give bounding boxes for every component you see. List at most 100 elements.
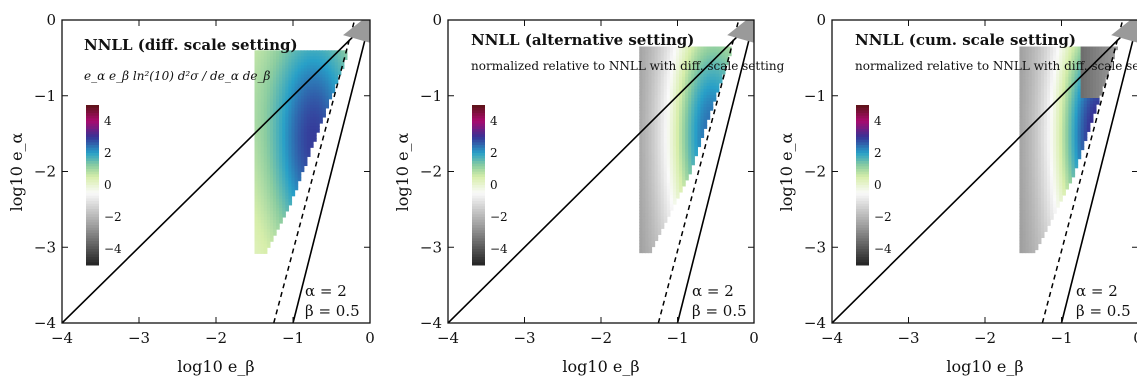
heatmap-cell bbox=[260, 141, 265, 145]
heatmap-cell bbox=[322, 107, 326, 112]
heatmap-cell bbox=[648, 79, 653, 84]
heatmap-cell bbox=[1080, 104, 1085, 108]
heatmap-cell bbox=[272, 162, 277, 167]
heatmap-cell bbox=[1019, 237, 1024, 242]
heatmap-cell bbox=[294, 56, 299, 60]
heatmap-cell bbox=[654, 67, 659, 72]
heatmap-cell bbox=[279, 98, 283, 103]
heatmap-cell bbox=[648, 237, 653, 242]
dashed-line bbox=[657, 20, 740, 323]
heatmap-cell bbox=[322, 83, 326, 88]
heatmap-cell bbox=[694, 82, 698, 87]
heatmap-cell bbox=[266, 74, 271, 79]
heatmap-cell bbox=[1102, 79, 1106, 84]
heatmap-cell bbox=[688, 101, 692, 105]
heatmap-cell bbox=[679, 79, 683, 84]
heatmap-cell bbox=[1083, 101, 1088, 105]
heatmap-cell bbox=[313, 98, 317, 103]
heatmap-cell bbox=[257, 162, 262, 167]
heatmap-cell bbox=[303, 107, 308, 112]
heatmap-cell bbox=[1068, 94, 1073, 99]
colorbar-segment bbox=[86, 121, 99, 125]
heatmap-cell bbox=[639, 173, 643, 178]
heatmap-cell bbox=[1074, 128, 1079, 132]
heatmap-cell bbox=[276, 141, 280, 145]
heatmap-cell bbox=[1059, 134, 1063, 139]
heatmap-cell bbox=[297, 62, 302, 67]
heatmap-cell bbox=[1068, 113, 1073, 117]
heatmap-cell bbox=[688, 119, 692, 123]
heatmap-cell bbox=[1074, 161, 1079, 166]
heatmap-cell bbox=[303, 83, 308, 88]
heatmap-cell bbox=[276, 207, 280, 212]
heatmap-cell bbox=[285, 110, 289, 115]
heatmap-cell bbox=[639, 198, 643, 202]
heatmap-cell bbox=[288, 186, 293, 191]
heatmap-cell bbox=[642, 222, 646, 226]
heatmap-cell bbox=[1050, 137, 1054, 142]
heatmap-cell bbox=[648, 73, 653, 78]
heatmap-cell bbox=[1028, 91, 1033, 96]
heatmap-cell bbox=[319, 62, 323, 67]
heatmap-cell bbox=[1022, 219, 1027, 223]
heatmap-cell bbox=[1025, 198, 1030, 202]
heatmap-cell bbox=[642, 73, 646, 78]
heatmap-cell bbox=[1102, 49, 1106, 54]
heatmap-cell bbox=[1074, 101, 1079, 105]
heatmap-cell bbox=[1068, 116, 1073, 120]
heatmap-cell bbox=[1034, 173, 1039, 178]
heatmap-cell bbox=[288, 77, 293, 82]
boundary-lines bbox=[448, 20, 754, 323]
heatmap-cell bbox=[1077, 58, 1082, 63]
heatmap-cell bbox=[685, 55, 689, 60]
heatmap-cell bbox=[663, 52, 668, 57]
colorbar-segment bbox=[86, 219, 99, 223]
heatmap-cell bbox=[263, 59, 268, 64]
heatmap-cell bbox=[279, 177, 283, 182]
heatmap-cell bbox=[282, 180, 286, 185]
heatmap-cell bbox=[257, 95, 262, 100]
heatmap-cell bbox=[682, 85, 686, 90]
y-tick-label: −3 bbox=[804, 238, 826, 256]
heatmap-cell bbox=[666, 119, 671, 123]
heatmap-cell bbox=[1059, 85, 1063, 90]
heatmap-cell bbox=[645, 91, 650, 96]
heatmap-cell bbox=[1022, 58, 1027, 63]
heatmap-cell bbox=[1050, 125, 1054, 129]
heatmap-cell bbox=[639, 88, 643, 93]
heatmap-cell bbox=[703, 113, 708, 117]
heatmap-cell bbox=[1025, 94, 1030, 99]
heatmap-cell bbox=[1025, 213, 1030, 217]
heatmap-cell bbox=[1034, 134, 1039, 139]
heatmap-cell bbox=[1031, 185, 1036, 190]
heatmap-cell bbox=[645, 194, 650, 199]
heatmap-cell bbox=[663, 110, 668, 114]
heatmap-cell bbox=[657, 131, 662, 135]
heatmap-cell bbox=[657, 143, 662, 148]
heatmap-cell bbox=[1019, 67, 1024, 72]
heatmap-cell bbox=[648, 170, 653, 175]
heatmap-cell bbox=[1068, 119, 1073, 123]
heatmap-cell bbox=[691, 101, 695, 105]
heatmap-cell bbox=[285, 50, 289, 54]
colorbar-segment bbox=[472, 257, 485, 261]
heatmap-cell bbox=[279, 183, 283, 188]
heatmap-cell bbox=[1053, 52, 1057, 57]
heatmap-cell bbox=[306, 135, 311, 139]
heatmap-cell bbox=[257, 150, 262, 154]
colorbar-segment bbox=[856, 113, 869, 117]
heatmap-cell bbox=[1074, 94, 1079, 99]
colorbar-segment bbox=[472, 129, 485, 133]
heatmap-cell bbox=[1043, 73, 1048, 78]
heatmap-cell bbox=[282, 62, 286, 67]
heatmap-cell bbox=[1019, 161, 1024, 166]
heatmap-cell bbox=[319, 92, 323, 97]
heatmap-cell bbox=[279, 204, 283, 209]
heatmap-cell bbox=[260, 244, 265, 248]
heatmap-cell bbox=[285, 168, 289, 173]
heatmap-cell bbox=[1019, 107, 1024, 111]
heatmap-cell bbox=[260, 80, 265, 85]
heatmap-cell bbox=[672, 55, 677, 60]
heatmap-cell bbox=[1028, 55, 1033, 60]
heatmap-cell bbox=[709, 94, 714, 99]
